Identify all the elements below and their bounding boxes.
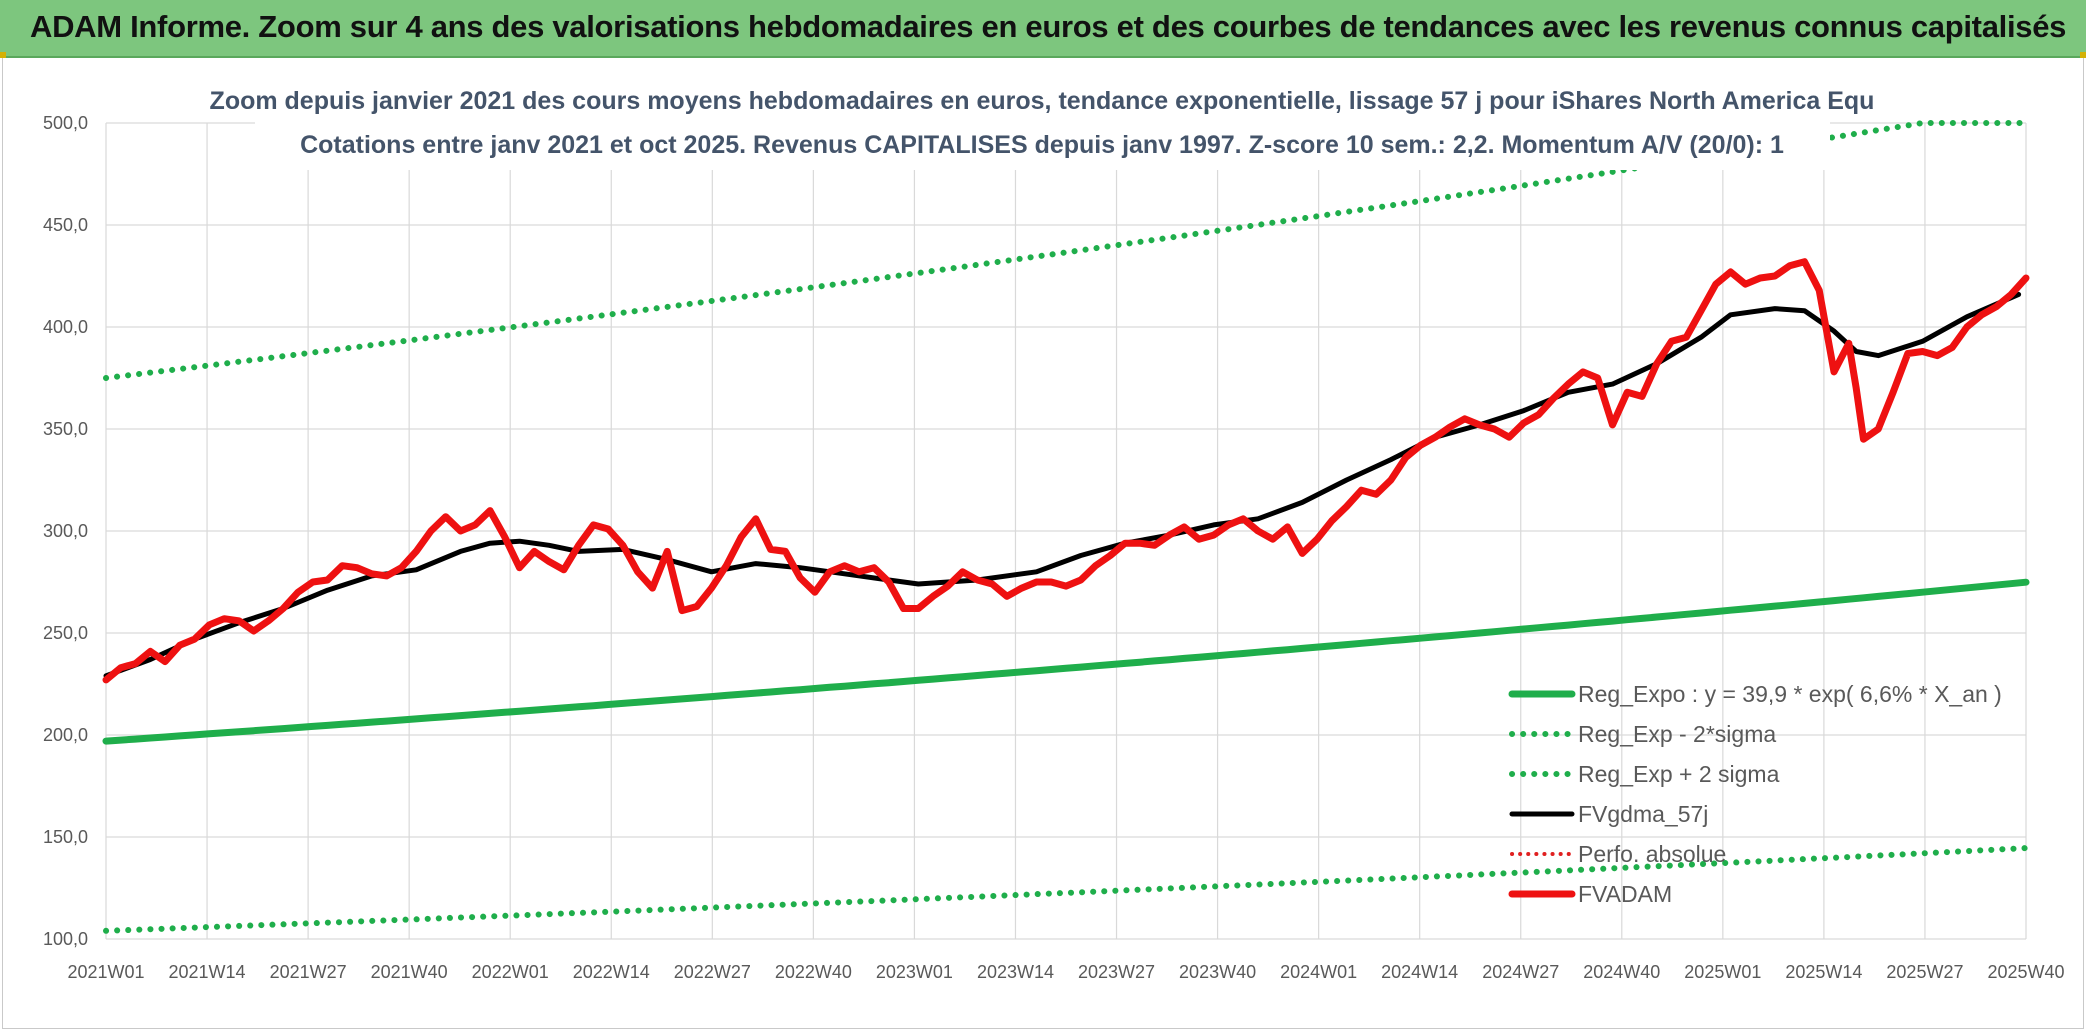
x-tick-label: 2022W27: [674, 962, 751, 982]
series-line-reg_expo: [102, 578, 2030, 745]
series-line-reg_exp: [103, 845, 2029, 934]
chart-subtitle: Cotations entre janv 2021 et oct 2025. R…: [300, 131, 1784, 159]
y-tick-label: 400,0: [43, 317, 88, 337]
x-tick-label: 2021W27: [270, 962, 347, 982]
x-tick-label: 2023W01: [876, 962, 953, 982]
y-tick-label: 500,0: [43, 113, 88, 133]
x-tick-label: 2021W01: [67, 962, 144, 982]
series-lines: [102, 120, 2030, 934]
title-background: [255, 78, 1830, 170]
legend-label: Perfo. absolue: [1578, 841, 1726, 867]
corner-marker-left: [0, 52, 6, 58]
legend-label: FVgdma_57j: [1578, 801, 1708, 827]
series-line-fvadam: [102, 258, 2030, 684]
series-line-fvgdma_57j: [103, 291, 2022, 679]
x-tick-label: 2024W01: [1280, 962, 1357, 982]
x-tick-label: 2021W14: [169, 962, 246, 982]
legend: Reg_Expo : y = 39,9 * exp( 6,6% * X_an )…: [1508, 681, 2002, 907]
x-tick-label: 2022W14: [573, 962, 650, 982]
y-tick-label: 200,0: [43, 725, 88, 745]
x-tick-label: 2025W27: [1886, 962, 1963, 982]
report-title: ADAM Informe. Zoom sur 4 ans des valoris…: [30, 9, 2067, 44]
report-header: ADAM Informe. Zoom sur 4 ans des valoris…: [0, 0, 2086, 58]
x-tick-label: 2025W01: [1684, 962, 1761, 982]
y-tick-label: 450,0: [43, 215, 88, 235]
x-tick-label: 2024W40: [1583, 962, 1660, 982]
x-tick-label: 2023W27: [1078, 962, 1155, 982]
legend-label: Reg_Exp - 2*sigma: [1578, 721, 1776, 747]
x-tick-label: 2024W14: [1381, 962, 1458, 982]
x-tick-label: 2025W40: [1987, 962, 2064, 982]
x-tick-label: 2022W40: [775, 962, 852, 982]
y-tick-label: 150,0: [43, 827, 88, 847]
corner-marker-right: [2080, 52, 2086, 58]
y-tick-label: 100,0: [43, 929, 88, 949]
x-tick-label: 2025W14: [1785, 962, 1862, 982]
chart-frame: [2, 58, 2084, 1029]
legend-label: FVADAM: [1578, 881, 1672, 907]
chart-grid: [105, 122, 2027, 940]
y-axis: 100,0 150,0 200,0 250,0 300,0 350,0 400,0 450,0…: [43, 113, 88, 949]
y-tick-label: 300,0: [43, 521, 88, 541]
legend-label: Reg_Expo : y = 39,9 * exp( 6,6% * X_an ): [1578, 681, 2002, 707]
legend-label: Reg_Exp + 2 sigma: [1578, 761, 1780, 787]
y-tick-label: 350,0: [43, 419, 88, 439]
chart-title: Zoom depuis janvier 2021 des cours moyen…: [210, 87, 1875, 115]
x-tick-label: 2023W14: [977, 962, 1054, 982]
y-tick-label: 250,0: [43, 623, 88, 643]
x-axis: 2021W01 2021W14 2021W27 2021W40 2022W01 2022W…: [67, 962, 2064, 982]
x-tick-label: 2022W01: [472, 962, 549, 982]
x-tick-label: 2023W40: [1179, 962, 1256, 982]
x-tick-label: 2024W27: [1482, 962, 1559, 982]
x-tick-label: 2021W40: [371, 962, 448, 982]
